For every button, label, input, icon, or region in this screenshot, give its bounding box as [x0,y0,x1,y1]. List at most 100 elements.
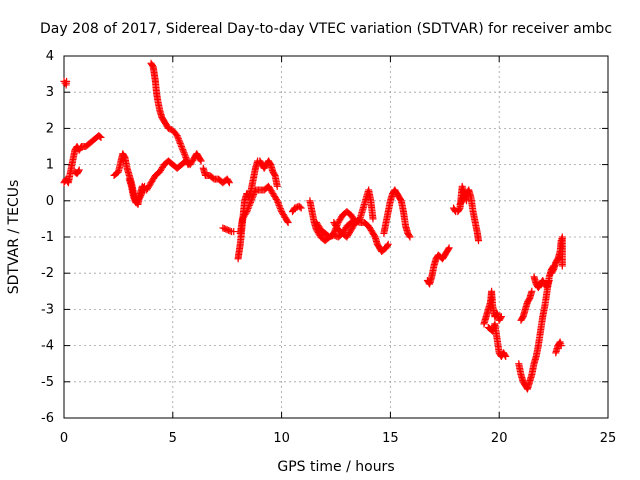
y-axis-label: SDTVAR / TECUs [6,180,22,295]
data-point [181,150,189,158]
x-tick-label: 15 [382,431,399,446]
data-point [406,233,414,241]
data-point [140,184,148,192]
data-point [242,209,250,217]
data-point [247,197,255,205]
data-point [173,132,181,140]
y-tick-label: -6 [41,411,54,426]
axis-ticks [63,55,609,419]
data-point [284,219,292,227]
data-point [497,314,505,322]
data-point [405,232,413,240]
data-point [174,135,182,143]
data-point [276,203,284,211]
y-tick-label: 0 [46,194,54,209]
data-point [178,143,186,150]
data-point [137,192,145,200]
y-tick-label: -2 [41,266,54,281]
data-point [75,167,83,175]
y-tick-label: 2 [46,121,54,136]
data-point [283,217,291,225]
data-point [139,187,147,195]
y-tick-labels: -6 -5 -4 -3 -2 -1 0 1 2 3 4 [41,49,54,426]
chart-title: Day 208 of 2017, Sidereal Day-to-day VTE… [40,21,612,37]
data-point [276,205,284,213]
data-point [297,204,305,212]
data-point [274,198,282,206]
data-point [501,351,509,359]
data-point [141,182,149,190]
data-point [225,179,233,187]
data-point [275,201,283,209]
data-point [248,195,256,203]
data-point [139,185,147,193]
data-point [184,161,192,169]
data-point [296,203,304,211]
data-point [384,240,392,248]
data-point [180,149,188,157]
data-point [63,77,71,85]
data-point [247,198,255,206]
data-point [557,342,565,350]
data-point [502,352,510,360]
y-tick-label: -1 [41,230,54,245]
data-point [330,228,338,236]
data-point [196,156,204,164]
data-point [497,313,505,321]
y-tick-label: -4 [41,339,54,354]
data-point [179,147,187,155]
data-point [226,227,234,235]
data-point [245,201,253,209]
data-point [250,191,258,199]
data-point [246,200,254,208]
data-point [475,237,483,245]
data-point [136,193,144,201]
data-points [60,59,566,393]
x-tick-label: 10 [273,431,290,446]
data-point [244,205,252,213]
data-point [137,190,145,198]
y-tick-label: -3 [41,302,54,317]
data-point [545,276,553,284]
data-point [273,182,281,190]
data-point [528,287,536,295]
data-point [243,206,251,214]
data-point [383,241,391,249]
data-point [97,133,105,141]
data-point [243,208,251,216]
data-point [277,206,285,214]
data-point [272,195,280,203]
data-point [274,200,282,208]
data-point [175,136,183,144]
data-point [445,244,453,252]
data-point [444,245,452,253]
data-point [369,215,377,223]
data-point [181,152,189,160]
y-tick-label: 1 [46,158,54,173]
data-point [96,133,104,141]
data-point [177,141,185,149]
x-tick-labels: 0 5 10 15 20 25 [60,431,616,446]
x-tick-label: 5 [169,431,177,446]
data-point [174,133,182,141]
data-point [197,157,205,165]
data-point [248,194,256,202]
data-point [230,228,238,236]
data-point [558,262,566,270]
data-point [245,203,253,211]
x-tick-label: 0 [60,431,68,446]
data-point [273,197,281,205]
y-tick-label: 4 [46,49,54,64]
data-point [176,138,184,146]
data-point [138,189,146,197]
data-point [352,219,360,227]
y-tick-label: 3 [46,85,54,100]
y-tick-label: -5 [41,375,54,390]
data-point [225,177,233,185]
data-point [176,139,184,147]
data-point [179,146,187,154]
data-point [178,144,186,152]
x-axis-label: GPS time / hours [277,459,394,475]
data-point [75,166,83,174]
